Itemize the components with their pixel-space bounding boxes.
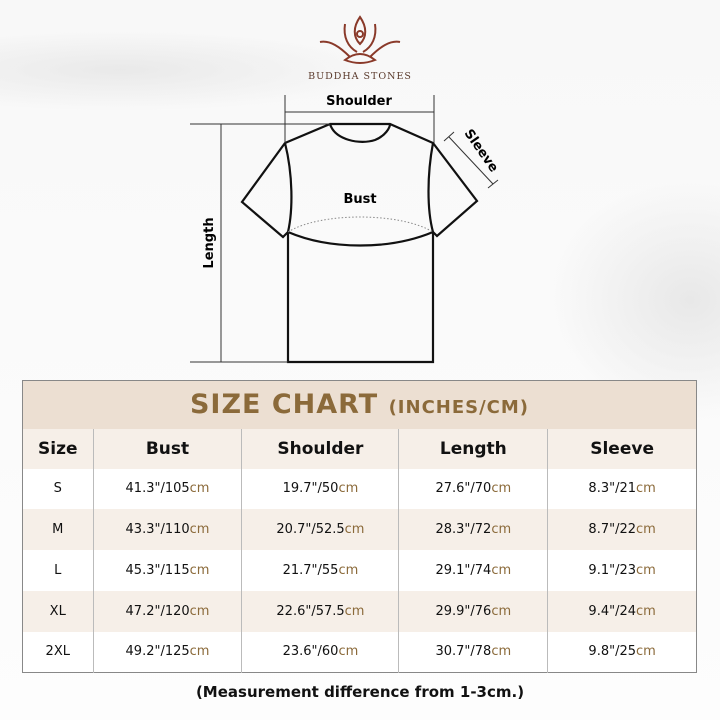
table-cell: 9.8"/25cm [547,631,697,673]
title-units: (INCHES/CM) [388,397,530,419]
table-cell: 8.7"/22cm [547,509,697,551]
cell-unit: cm [338,562,359,578]
table-cell: 22.6"/57.5cm [241,590,399,632]
cell-value: L [54,562,62,578]
bust-label: Bust [343,192,376,207]
cell-unit: cm [189,644,210,660]
cell-value: 21.7"/55 [282,562,339,578]
table-cell: 49.2"/125cm [92,631,242,673]
table-cell: 29.9"/76cm [398,590,548,632]
table-cell: 29.1"/74cm [398,550,548,591]
column-header: Length [398,428,548,469]
table-cell: 45.3"/115cm [92,550,242,591]
cell-unit: cm [636,644,656,660]
tshirt-diagram: Shoulder Bust Length Sleeve [190,94,501,364]
cell-unit: cm [636,522,656,538]
column-header: Bust [92,428,242,469]
cell-value: 45.3"/115 [125,562,190,578]
column-header: Sleeve [547,428,697,469]
cell-value: 9.4"/24 [588,603,636,619]
cell-value: 23.6"/60 [282,644,339,660]
cell-value: 22.6"/57.5 [276,603,345,619]
cell-value: 8.3"/21 [588,481,636,497]
table-cell: M [22,509,94,551]
table-cell: 2XL [22,631,94,673]
column-header: Shoulder [241,428,399,469]
brand-logo: BUDDHA STONES [300,12,420,82]
sleeve-label: Sleeve [461,127,501,176]
table-row: 2XL 49.2"/125cm 23.6"/60cm 30.7"/78cm 9.8"/2… [22,631,697,673]
table-cell: 8.3"/21cm [547,468,697,510]
table-cell: 23.6"/60cm [241,631,399,673]
table-row: M 43.3"/110cm 20.7"/52.5cm 28.3"/72cm 8.7"/2… [22,509,697,551]
brand-name: BUDDHA STONES [308,71,412,82]
cell-value: 29.9"/76 [435,603,492,619]
cell-value: 49.2"/125 [125,644,190,660]
size-chart-table: SIZE CHART (INCHES/CM) Size Bust Shoulder L… [22,380,697,673]
shoulder-label: Shoulder [326,94,392,109]
cell-value: 27.6"/70 [435,481,492,497]
cell-value: 29.1"/74 [435,562,492,578]
title-text: SIZE CHART [189,389,379,421]
table-cell: 27.6"/70cm [398,468,548,510]
table-cell: 9.4"/24cm [547,590,697,632]
cell-value: 9.8"/25 [588,644,636,660]
cell-value: S [53,481,62,497]
lotus-icon [319,15,401,64]
cell-unit: cm [189,603,210,619]
cell-unit: cm [189,522,210,538]
cell-value: XL [49,603,66,619]
cell-unit: cm [189,481,210,497]
cell-unit: cm [338,644,359,660]
tshirt-outline [240,122,479,364]
cell-value: 19.7"/50 [282,481,339,497]
cell-value: 2XL [45,644,70,660]
cell-unit: cm [491,603,512,619]
table-cell: 30.7"/78cm [398,631,548,673]
table-cell: 47.2"/120cm [92,590,242,632]
cell-unit: cm [491,481,512,497]
table-cell: 20.7"/52.5cm [241,509,399,551]
cell-value: 30.7"/78 [435,644,492,660]
size-chart-title: SIZE CHART (INCHES/CM) [22,380,697,429]
table-cell: L [22,550,94,591]
cell-unit: cm [636,481,656,497]
table-cell: 19.7"/50cm [241,468,399,510]
cell-unit: cm [338,481,359,497]
cell-value: 41.3"/105 [125,481,190,497]
table-cell: 21.7"/55cm [241,550,399,591]
cell-unit: cm [344,522,365,538]
cell-unit: cm [491,644,512,660]
cell-unit: cm [636,603,656,619]
table-row: XL 47.2"/120cm 22.6"/57.5cm 29.9"/76cm 9.4"/… [22,590,697,632]
cell-value: 43.3"/110 [125,522,190,538]
table-cell: 9.1"/23cm [547,550,697,591]
cell-unit: cm [344,603,365,619]
table-cell: S [22,468,94,510]
table-row: L 45.3"/115cm 21.7"/55cm 29.1"/74cm 9.1"/23c… [22,550,697,591]
cell-value: 8.7"/22 [588,522,636,538]
table-cell: XL [22,590,94,632]
table-row: S 41.3"/105cm 19.7"/50cm 27.6"/70cm 8.3"/21c… [22,468,697,510]
cell-unit: cm [636,562,656,578]
table-cell: 43.3"/110cm [92,509,242,551]
cell-unit: cm [189,562,210,578]
cell-unit: cm [491,562,512,578]
neckline [328,123,392,143]
column-header: Size [22,428,94,469]
cell-value: 20.7"/52.5 [276,522,345,538]
length-label: Length [202,217,217,268]
header-row: Size Bust Shoulder Length Sleeve [22,428,697,469]
cell-value: 47.2"/120 [125,603,190,619]
table-cell: 28.3"/72cm [398,509,548,551]
cell-unit: cm [491,522,512,538]
table-cell: 41.3"/105cm [92,468,242,510]
measurement-note: (Measurement difference from 1-3cm.) [195,683,525,701]
cell-value: M [52,522,64,538]
cell-value: 9.1"/23 [588,562,636,578]
cell-value: 28.3"/72 [435,522,492,538]
